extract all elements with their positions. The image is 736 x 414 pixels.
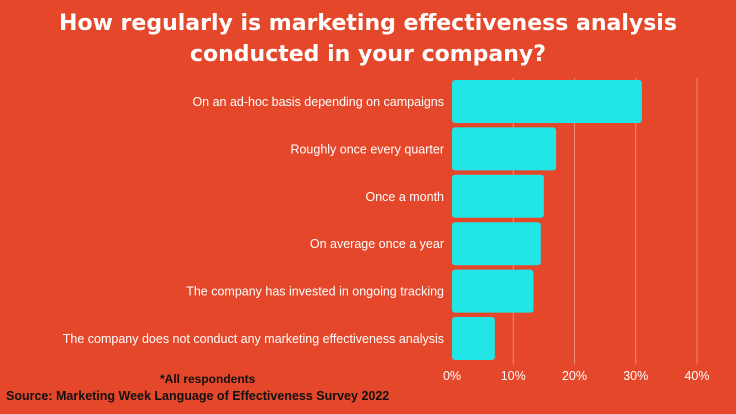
x-tick-label: 0% — [443, 369, 461, 383]
x-tick-label: 10% — [501, 369, 526, 383]
bar — [452, 222, 541, 266]
category-label: On an ad-hoc basis depending on campaign… — [192, 95, 444, 109]
category-label: The company does not conduct any marketi… — [63, 332, 444, 346]
x-tick-label: 30% — [623, 369, 648, 383]
respondents-note: *All respondents — [160, 372, 256, 386]
bar — [452, 269, 534, 313]
x-tick-label: 20% — [562, 369, 587, 383]
category-label: The company has invested in ongoing trac… — [186, 285, 444, 299]
title-line-1: How regularly is marketing effectiveness… — [59, 11, 677, 36]
title-line-2: conducted in your company? — [189, 42, 547, 67]
source-note: Source: Marketing Week Language of Effec… — [6, 389, 390, 403]
category-label: Roughly once every quarter — [290, 142, 444, 156]
bar — [452, 317, 495, 360]
category-label: On average once a year — [310, 237, 444, 251]
x-tick-label: 40% — [684, 369, 709, 383]
bar — [452, 127, 557, 171]
chart-title: How regularly is marketing effectiveness… — [0, 8, 736, 70]
bar — [452, 80, 642, 123]
bar — [452, 174, 544, 218]
category-label: Once a month — [365, 190, 444, 204]
